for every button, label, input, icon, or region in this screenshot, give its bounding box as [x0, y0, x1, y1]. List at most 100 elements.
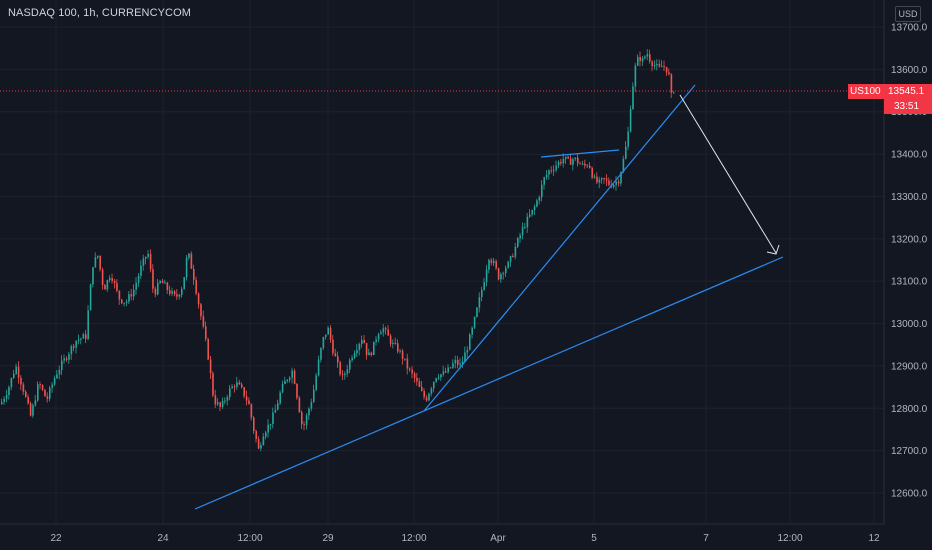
- time-tick-label: 24: [157, 533, 169, 544]
- candle-body: [195, 279, 197, 294]
- resistance-line[interactable]: [540, 149, 620, 158]
- candle-body: [202, 316, 205, 327]
- candle-body: [471, 327, 473, 335]
- candle-body: [145, 256, 147, 259]
- candle-body: [663, 66, 665, 68]
- candle-body: [219, 402, 221, 407]
- candle-body: [166, 282, 169, 291]
- candle-body: [85, 334, 87, 339]
- candle-body: [10, 378, 13, 388]
- candle-body: [63, 358, 65, 361]
- candle-body: [392, 342, 394, 344]
- candle-body: [433, 381, 435, 389]
- price-tick-label: 13100.0: [891, 277, 928, 288]
- time-axis[interactable]: 22 24 12:00 29 12:00 Apr 5 7 12:00 12: [50, 533, 880, 544]
- candle-body: [27, 396, 29, 404]
- candle-body: [404, 358, 406, 360]
- candle-body: [118, 290, 121, 300]
- price-tick-label: 13700.0: [891, 23, 928, 34]
- candle-body: [121, 299, 123, 304]
- forecast-arrow[interactable]: [679, 94, 777, 254]
- candle-body: [584, 163, 586, 166]
- candle-body: [241, 384, 243, 388]
- candle-body: [634, 65, 637, 87]
- candle-body: [22, 384, 25, 392]
- candle-body: [332, 339, 334, 354]
- candle-body: [49, 387, 51, 399]
- candle-body: [265, 432, 267, 437]
- currency-badge[interactable]: USD: [895, 6, 921, 22]
- candle-body: [212, 373, 214, 396]
- candle-body: [641, 58, 644, 62]
- candle-body: [413, 373, 416, 378]
- candle-body: [545, 174, 548, 178]
- candle-body: [644, 56, 646, 59]
- candle-body: [94, 257, 97, 268]
- price-tick-label: 13600.0: [891, 65, 928, 76]
- candle-body: [344, 373, 346, 376]
- candle-body: [253, 417, 255, 431]
- candle-body: [123, 302, 125, 304]
- candle-body: [394, 342, 397, 344]
- candle-body: [622, 158, 625, 173]
- candle-body: [214, 395, 217, 405]
- candle-body: [181, 289, 183, 295]
- candle-body: [421, 386, 423, 391]
- symbol-title[interactable]: NASDAQ 100, 1h, CURRENCYCOM: [8, 7, 192, 19]
- candle-body: [104, 284, 106, 290]
- candle-body: [497, 268, 500, 280]
- candle-body: [406, 358, 409, 369]
- candle-body: [485, 269, 488, 283]
- candle-body: [401, 350, 404, 360]
- candle-body: [454, 359, 457, 364]
- candle-body: [591, 167, 593, 178]
- lower-support-trendline[interactable]: [194, 256, 784, 510]
- candle-body: [190, 253, 193, 269]
- candle-body: [109, 278, 111, 280]
- candle-body: [524, 227, 526, 229]
- candle-body: [649, 54, 651, 62]
- candle-body: [169, 290, 171, 294]
- candle-body: [555, 165, 557, 170]
- candle-body: [37, 384, 39, 401]
- candle-body: [464, 352, 466, 362]
- candle-body: [15, 366, 17, 374]
- candle-body: [399, 350, 401, 352]
- candle-body: [137, 275, 140, 283]
- candle-body: [488, 259, 490, 270]
- candle-body: [183, 277, 185, 290]
- candle-body: [133, 289, 135, 297]
- price-tick-label: 12600.0: [891, 489, 928, 500]
- candle-body: [205, 326, 207, 339]
- candle-body: [632, 86, 634, 110]
- time-tick-label: 22: [50, 533, 62, 544]
- candle-body: [365, 342, 368, 356]
- candle-body: [512, 256, 514, 258]
- candle-body: [140, 265, 142, 276]
- candle-body: [368, 352, 370, 356]
- time-tick-label: 5: [591, 533, 597, 544]
- candle-body: [281, 384, 284, 393]
- candle-body: [267, 424, 269, 433]
- rising-support-trendline[interactable]: [423, 84, 696, 412]
- candle-body: [20, 377, 22, 385]
- candle-body: [548, 170, 550, 175]
- drawings[interactable]: [194, 84, 784, 510]
- candle-body: [248, 400, 250, 405]
- candle-body: [670, 74, 673, 93]
- candle-body: [382, 328, 385, 333]
- candle-body: [193, 268, 195, 280]
- candle-body: [605, 178, 608, 181]
- candle-body: [149, 253, 152, 270]
- candle-body: [277, 403, 279, 410]
- candle-body: [620, 172, 622, 184]
- candle-body: [46, 396, 49, 399]
- candle-body: [125, 301, 128, 303]
- candle-body: [466, 349, 469, 353]
- candle-body: [589, 165, 591, 168]
- candle-body: [197, 293, 200, 305]
- candle-body: [349, 360, 351, 370]
- candle-body: [665, 66, 668, 73]
